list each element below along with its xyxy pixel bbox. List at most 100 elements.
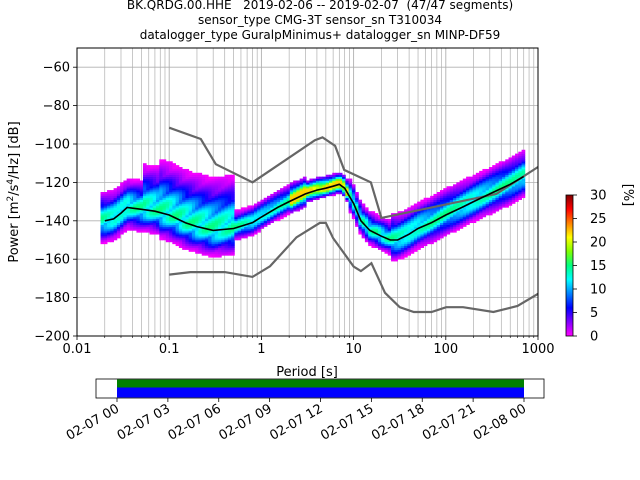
y-axis-label: Power [m2/s4/Hz] [dB] xyxy=(6,121,22,262)
heatmap-cell xyxy=(126,199,131,202)
heatmap-cell xyxy=(191,245,196,248)
heatmap-cell xyxy=(394,243,398,247)
heatmap-cell xyxy=(355,207,359,210)
heatmap-cell xyxy=(374,230,379,233)
heatmap-cell xyxy=(201,230,206,233)
heatmap-cell xyxy=(322,193,327,197)
heatmap-cell xyxy=(492,188,496,191)
heatmap-cell xyxy=(139,193,144,197)
heatmap-cell xyxy=(182,186,186,189)
heatmap-cell xyxy=(253,220,258,224)
heatmap-cell xyxy=(420,220,425,224)
heatmap-cell xyxy=(208,199,212,202)
heatmap-cell xyxy=(224,245,229,248)
heatmap-cell xyxy=(110,211,114,214)
heatmap-cell xyxy=(113,218,118,222)
heatmap-cell xyxy=(270,203,274,206)
heatmap-cell xyxy=(472,180,477,183)
heatmap-cell xyxy=(231,238,235,241)
heatmap-cell xyxy=(410,228,415,231)
heatmap-cell xyxy=(107,197,111,200)
heatmap-cell xyxy=(142,222,147,225)
heatmap-cell xyxy=(204,182,209,185)
heatmap-cell xyxy=(273,213,278,216)
heatmap-cell xyxy=(178,199,183,202)
heatmap-cell xyxy=(162,192,167,195)
heatmap-cell xyxy=(237,226,242,229)
heatmap-cell xyxy=(315,195,320,199)
heatmap-cell xyxy=(371,222,376,225)
heatmap-cell xyxy=(325,192,330,195)
heatmap-cell xyxy=(214,184,219,187)
heatmap-cell xyxy=(142,163,147,166)
heatmap-cell xyxy=(417,220,421,224)
heatmap-cell xyxy=(302,203,307,206)
heatmap-cell xyxy=(175,170,180,174)
heatmap-cell xyxy=(103,230,108,233)
heatmap-cell xyxy=(420,236,425,239)
heatmap-cell xyxy=(172,211,176,214)
heatmap-cell xyxy=(446,190,451,193)
heatmap-cell xyxy=(221,184,225,187)
heatmap-cell xyxy=(169,176,173,179)
heatmap-cell xyxy=(283,199,287,202)
heatmap-cell xyxy=(165,203,170,206)
heatmap-cell xyxy=(342,176,346,179)
heatmap-cell xyxy=(175,193,180,197)
heatmap-cell xyxy=(466,215,470,218)
heatmap-cell xyxy=(273,201,278,204)
heatmap-cell xyxy=(198,199,203,202)
heatmap-cell xyxy=(505,203,509,206)
heatmap-cell xyxy=(165,199,170,202)
heatmap-cell xyxy=(178,213,183,216)
heatmap-cell xyxy=(453,211,457,214)
heatmap-cell xyxy=(169,178,173,181)
heatmap-cell xyxy=(227,245,232,248)
heatmap-cell xyxy=(169,232,173,235)
heatmap-cell xyxy=(364,216,369,220)
heatmap-cell xyxy=(191,209,196,212)
heatmap-cell xyxy=(407,224,411,227)
heatmap-cell xyxy=(443,228,447,231)
heatmap-cell xyxy=(462,224,467,227)
heatmap-cell xyxy=(387,218,392,222)
heatmap-cell xyxy=(201,209,206,212)
heatmap-cell xyxy=(400,226,405,229)
heatmap-cell xyxy=(502,174,506,177)
heatmap-cell xyxy=(195,201,199,204)
heatmap-cell xyxy=(133,216,137,220)
heatmap-cell xyxy=(185,178,190,181)
heatmap-cell xyxy=(459,182,464,185)
noise-models xyxy=(168,126,538,314)
heatmap-cell xyxy=(221,218,225,222)
heatmap-cell xyxy=(515,167,519,170)
heatmap-cell xyxy=(139,188,144,191)
heatmap-cell xyxy=(172,192,176,195)
heatmap-cell xyxy=(482,178,487,181)
heatmap-cell xyxy=(211,222,216,225)
heatmap-cell xyxy=(107,201,111,204)
heatmap-cell xyxy=(126,207,131,210)
heatmap-cell xyxy=(518,195,522,199)
heatmap-cell xyxy=(191,226,196,229)
heatmap-cell xyxy=(407,243,411,247)
heatmap-cell xyxy=(159,163,163,166)
heatmap-cell xyxy=(342,193,346,197)
x-axis-label: Period [s] xyxy=(276,365,338,380)
heatmap-cell xyxy=(172,230,176,233)
heatmap-cell xyxy=(263,199,268,202)
heatmap-cell xyxy=(113,230,118,233)
heatmap-cell xyxy=(417,224,421,227)
heatmap-cell xyxy=(456,203,460,206)
heatmap-cell xyxy=(482,192,487,195)
heatmap-cell xyxy=(185,186,190,189)
heatmap-cell xyxy=(175,174,180,177)
heatmap-cell xyxy=(159,174,163,177)
heatmap-cell xyxy=(511,170,516,174)
heatmap-cell xyxy=(156,197,160,200)
heatmap-cell xyxy=(188,203,193,206)
heatmap-cell xyxy=(515,192,519,195)
heatmap-cell xyxy=(302,186,307,189)
heatmap-cell xyxy=(191,207,196,210)
heatmap-cell xyxy=(116,228,121,231)
